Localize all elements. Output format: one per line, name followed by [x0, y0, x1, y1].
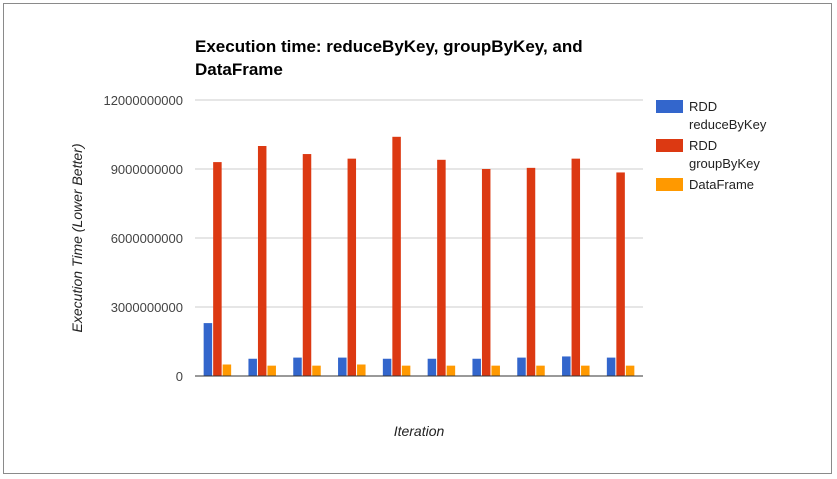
bar-rdd-reducebykey — [203, 323, 213, 376]
bar-rdd-reducebykey — [427, 358, 437, 376]
bar-rdd-reducebykey — [517, 357, 526, 376]
y-tick-label: 9000000000 — [111, 162, 183, 177]
bar-dataframe — [581, 365, 590, 376]
bar-rdd-groupbykey — [213, 162, 222, 376]
bar-dataframe — [222, 364, 232, 376]
y-axis-label: Execution Time (Lower Better) — [69, 144, 85, 333]
legend-label: reduceByKey — [689, 117, 767, 132]
bar-rdd-reducebykey — [562, 356, 571, 376]
bar-dataframe — [357, 364, 366, 376]
gridlines — [195, 99, 643, 308]
bar-dataframe — [625, 365, 635, 376]
bar-dataframe — [446, 365, 456, 376]
x-axis-label: Iteration — [394, 423, 445, 439]
bar-rdd-reducebykey — [338, 357, 347, 376]
bar-rdd-groupbykey — [571, 158, 581, 376]
bars — [203, 136, 635, 376]
legend-label: groupByKey — [689, 156, 760, 171]
bar-dataframe — [312, 365, 321, 376]
bar-rdd-reducebykey — [293, 357, 302, 376]
bar-dataframe — [401, 365, 411, 376]
bar-dataframe — [491, 365, 500, 376]
bar-dataframe — [536, 365, 545, 376]
bar-rdd-reducebykey — [382, 358, 392, 376]
chart-title: Execution time: reduceByKey, groupByKey,… — [195, 37, 583, 79]
bar-dataframe — [267, 365, 276, 376]
bar-rdd-reducebykey — [248, 358, 257, 376]
y-tick-labels: 0 3000000000 6000000000 9000000000 120000000… — [103, 93, 183, 384]
legend-swatch — [656, 100, 683, 113]
bar-rdd-reducebykey — [472, 358, 481, 376]
bar-rdd-groupbykey — [526, 167, 536, 376]
legend-label: RDD — [689, 138, 717, 153]
legend-label: DataFrame — [689, 177, 754, 192]
legend: RDD reduceByKey RDD groupByKey DataFrame — [656, 99, 767, 192]
y-tick-label: 12000000000 — [103, 93, 183, 108]
legend-swatch — [656, 139, 683, 152]
y-tick-label: 6000000000 — [111, 231, 183, 246]
y-tick-label: 0 — [176, 369, 183, 384]
legend-label: RDD — [689, 99, 717, 114]
legend-swatch — [656, 178, 683, 191]
bar-rdd-groupbykey — [257, 146, 267, 376]
bar-rdd-groupbykey — [437, 159, 446, 376]
bar-rdd-reducebykey — [606, 357, 616, 376]
y-tick-label: 3000000000 — [111, 300, 183, 315]
bar-rdd-groupbykey — [302, 154, 312, 376]
bar-rdd-groupbykey — [481, 169, 491, 376]
bar-rdd-groupbykey — [392, 136, 401, 376]
bar-rdd-groupbykey — [347, 158, 357, 376]
bar-rdd-groupbykey — [616, 172, 625, 376]
